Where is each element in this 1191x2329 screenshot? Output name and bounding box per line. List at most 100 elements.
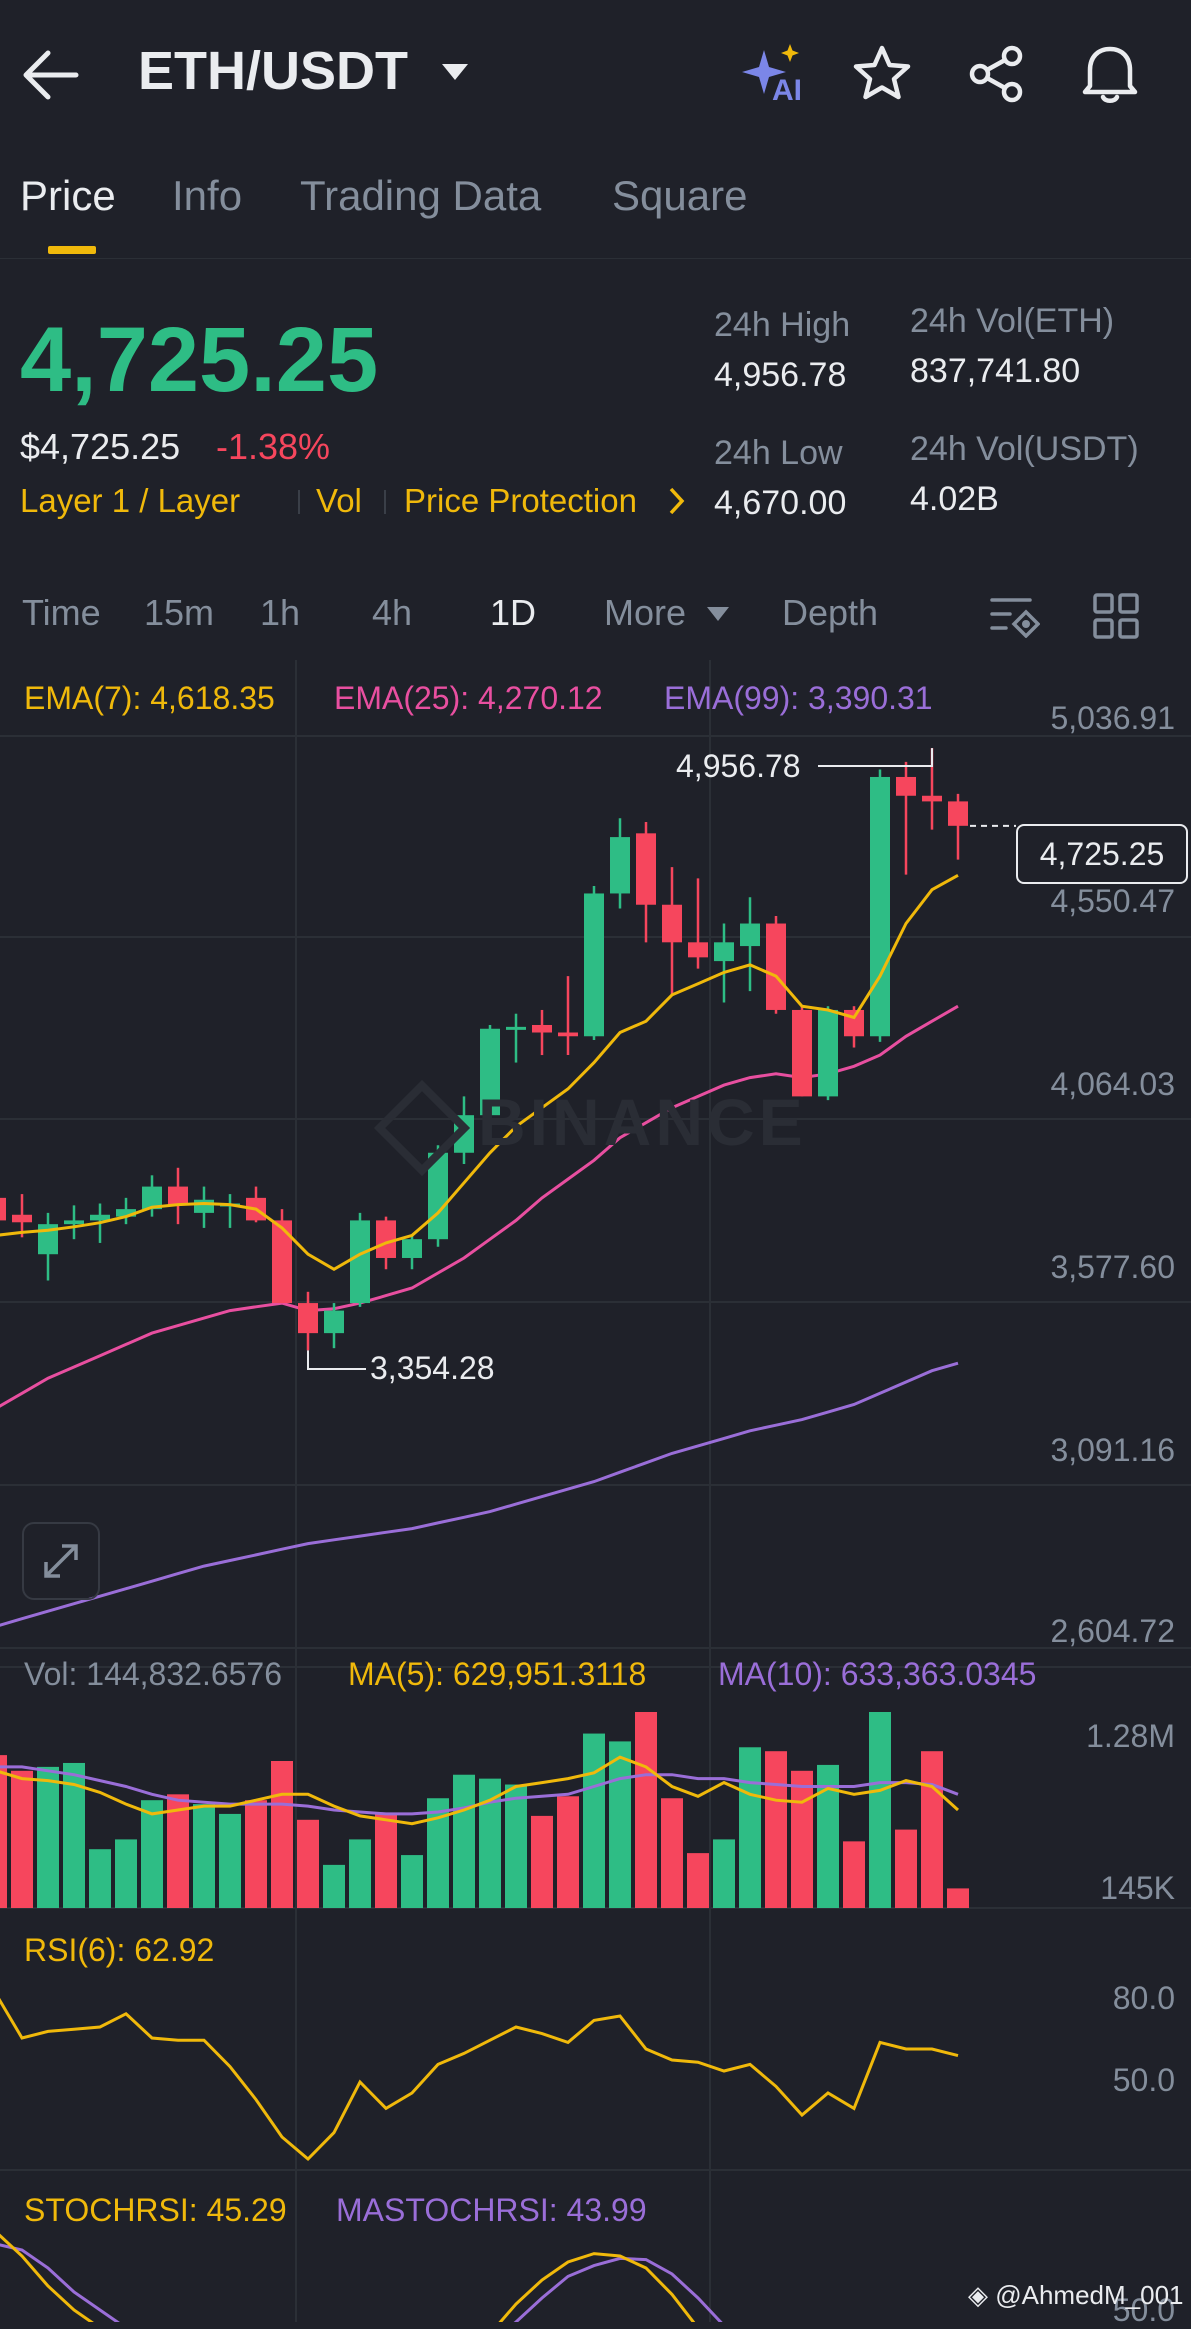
- caret-down-icon[interactable]: [440, 62, 470, 82]
- volume-bar: [37, 1766, 59, 1908]
- vol-label: Vol: 144,832.6576: [24, 1656, 283, 1692]
- candle-body: [480, 1028, 500, 1116]
- rsi-axis-label: 50.0: [1112, 2062, 1175, 2098]
- ma5-label: MA(5): 629,951.3118: [348, 1656, 647, 1692]
- volume-bar: [0, 1755, 7, 1908]
- candle-body: [844, 1009, 864, 1037]
- share-icon[interactable]: [966, 44, 1026, 104]
- candle-body: [168, 1186, 188, 1206]
- rsi-axis-label: 80.0: [1112, 1980, 1175, 2016]
- vol-axis-label: 1.28M: [1086, 1718, 1175, 1754]
- interval-1h[interactable]: 1h: [260, 592, 301, 633]
- candle-body: [818, 1009, 838, 1097]
- low-annotation: 3,354.28: [370, 1350, 495, 1386]
- candle-body: [506, 1026, 526, 1030]
- ai-label: AI: [772, 74, 802, 107]
- vol-usdt-label: 24h Vol(USDT): [910, 430, 1139, 468]
- caret-down-icon[interactable]: [706, 606, 730, 622]
- volume-bar: [635, 1712, 657, 1908]
- candle-body: [922, 795, 942, 802]
- interval-1d[interactable]: 1D: [490, 592, 537, 633]
- candle-body: [272, 1220, 292, 1304]
- volume-bar: [713, 1839, 735, 1908]
- volume-bar: [323, 1864, 345, 1908]
- candle-body: [402, 1239, 422, 1258]
- candlestick-chart[interactable]: [0, 660, 1191, 2322]
- ema7-line: [0, 873, 959, 1272]
- credit-text: @AhmedM_001: [995, 2280, 1184, 2310]
- back-arrow-icon[interactable]: [22, 48, 82, 102]
- credit: ◈ @AhmedM_001: [968, 2280, 1184, 2311]
- interval-15m[interactable]: 15m: [144, 592, 215, 633]
- volume-bar: [479, 1778, 501, 1908]
- chart-settings-icon[interactable]: [990, 594, 1040, 638]
- tag-divider: [298, 490, 300, 514]
- tag-vol[interactable]: Vol: [316, 482, 362, 519]
- vol-eth-value: 837,741.80: [910, 352, 1081, 390]
- volume-bar: [609, 1741, 631, 1908]
- tab-square[interactable]: Square: [612, 172, 748, 219]
- layout-grid-icon[interactable]: [1092, 592, 1140, 640]
- interval-4h[interactable]: 4h: [372, 592, 413, 633]
- volume-bar: [583, 1733, 605, 1908]
- pair-title[interactable]: ETH/USDT: [138, 41, 408, 101]
- tag-price-protection[interactable]: Price Protection: [404, 482, 637, 519]
- volume-bar: [505, 1784, 527, 1908]
- volume-bar: [947, 1888, 969, 1908]
- expand-button[interactable]: [22, 1522, 100, 1600]
- candle-body: [636, 833, 656, 905]
- vol-eth-label: 24h Vol(ETH): [910, 302, 1115, 340]
- volume-bar: [89, 1849, 111, 1908]
- interval-more[interactable]: More: [604, 592, 687, 633]
- volume-bar: [401, 1855, 423, 1908]
- ai-sparkle-icon[interactable]: AI: [738, 40, 808, 110]
- volume-bar: [895, 1829, 917, 1908]
- tab-price[interactable]: Price: [20, 172, 116, 219]
- candle-body: [116, 1209, 136, 1217]
- bell-icon[interactable]: [1080, 42, 1140, 104]
- volume-bar: [739, 1747, 761, 1908]
- chevron-right-icon[interactable]: [668, 486, 686, 516]
- volume-bar: [245, 1800, 267, 1908]
- volume-bar: [167, 1794, 189, 1908]
- candle-body: [896, 776, 916, 796]
- volume-bar: [297, 1819, 319, 1908]
- watermark: BINANCE: [373, 1079, 807, 1176]
- candle-body: [558, 1032, 578, 1037]
- interval-depth[interactable]: Depth: [782, 592, 879, 633]
- price-axis-label: 5,036.91: [1050, 700, 1175, 736]
- volume-bar: [193, 1804, 215, 1908]
- volume-bar: [531, 1815, 553, 1908]
- rsi-line: [0, 1997, 959, 2162]
- candle-body: [740, 923, 760, 947]
- tab-trading-data[interactable]: Trading Data: [300, 172, 542, 219]
- candle-body: [610, 837, 630, 894]
- rsi-label: RSI(6): 62.92: [24, 1932, 215, 1968]
- price-axis-label: 3,577.60: [1050, 1249, 1175, 1285]
- tab-info[interactable]: Info: [172, 172, 243, 219]
- ma10-label: MA(10): 633,363.0345: [718, 1656, 1037, 1692]
- candle-body: [142, 1186, 162, 1210]
- volume-bar: [63, 1762, 85, 1908]
- candle-body: [870, 776, 890, 1037]
- volume-bar: [791, 1770, 813, 1908]
- ema25-label: EMA(25): 4,270.12: [334, 680, 603, 716]
- candle-body: [194, 1199, 214, 1213]
- tag-divider: [384, 490, 386, 514]
- top-bar: ETH/USDT AI: [0, 0, 1191, 150]
- price-change: -1.38%: [216, 426, 331, 467]
- candle-body: [766, 923, 786, 1010]
- candle-body: [0, 1197, 6, 1221]
- candle-body: [12, 1214, 32, 1223]
- candle-body: [90, 1214, 110, 1221]
- binance-small-icon: ◈: [968, 2280, 988, 2310]
- expand-icon: [44, 1544, 78, 1578]
- tag-layer[interactable]: Layer 1 / Layer: [20, 482, 241, 519]
- interval-time[interactable]: Time: [22, 592, 101, 633]
- price-axis-label: 4,550.47: [1050, 883, 1175, 919]
- candle-body: [584, 893, 604, 1037]
- candle-body: [688, 942, 708, 958]
- high-annotation: 4,956.78: [676, 748, 801, 784]
- volume-bar: [765, 1751, 787, 1908]
- star-icon[interactable]: [852, 44, 912, 104]
